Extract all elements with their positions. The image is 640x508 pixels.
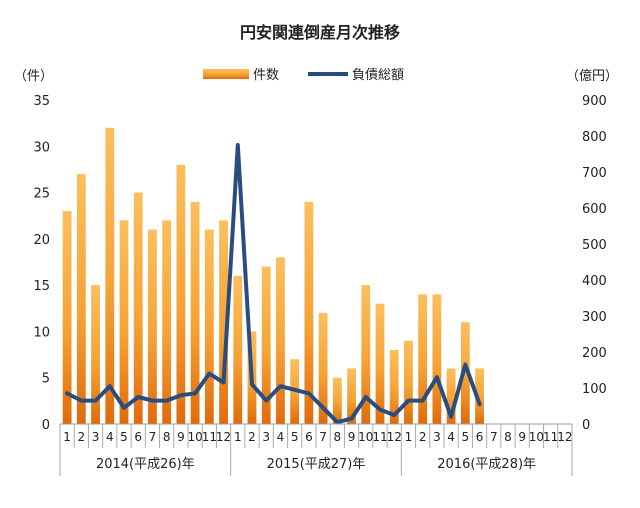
axes: 0510152025303501002003004005006007008009…	[33, 94, 607, 476]
y-right-tick-label: 900	[582, 94, 607, 109]
x-tick-label: 2	[419, 430, 427, 444]
x-tick-label: 7	[490, 430, 498, 444]
bar	[162, 220, 172, 424]
x-tick-label: 2	[78, 430, 86, 444]
y-right-tick-label: 500	[582, 238, 607, 253]
x-tick-label: 1	[405, 430, 413, 444]
legend-bar-label: 件数	[253, 68, 279, 83]
y-right-label: （億円）	[566, 68, 618, 84]
x-tick-label: 11	[202, 430, 217, 444]
bar	[460, 322, 470, 424]
x-tick-label: 2	[248, 430, 256, 444]
bar	[347, 368, 356, 424]
x-tick-label: 12	[216, 430, 231, 444]
x-tick-label: 9	[177, 430, 185, 444]
chart-title: 円安関連倒産月次推移	[240, 23, 400, 42]
bar	[276, 257, 285, 424]
x-tick-label: 10	[187, 430, 202, 444]
x-tick-label: 3	[262, 430, 270, 444]
bar	[190, 201, 200, 424]
x-tick-label: 10	[358, 430, 373, 444]
bar	[418, 294, 428, 424]
bar	[389, 349, 399, 424]
legend: 件数 負債総額	[203, 68, 404, 83]
bar	[361, 285, 371, 424]
x-tick-label: 8	[504, 430, 512, 444]
bar	[318, 312, 328, 424]
y-right-tick-label: 0	[582, 418, 590, 433]
bar	[204, 229, 214, 424]
y-left-tick-label: 15	[33, 279, 50, 294]
bar	[219, 220, 228, 424]
bar	[475, 368, 484, 424]
bar	[91, 285, 100, 424]
y-right-tick-label: 400	[582, 274, 607, 289]
legend-line-label: 負債総額	[352, 68, 404, 83]
x-tick-label: 6	[305, 430, 313, 444]
bar	[148, 229, 157, 424]
x-tick-label: 5	[462, 430, 470, 444]
bar	[404, 340, 413, 424]
year-label: 2016(平成28)年	[437, 457, 536, 472]
y-left-tick-label: 10	[33, 325, 50, 340]
y-left-tick-label: 20	[33, 233, 50, 248]
x-tick-label: 3	[92, 430, 100, 444]
x-tick-label: 3	[433, 430, 441, 444]
x-tick-label: 6	[134, 430, 142, 444]
x-tick-label: 7	[149, 430, 157, 444]
x-tick-label: 4	[447, 430, 455, 444]
x-tick-label: 9	[518, 430, 526, 444]
x-tick-label: 11	[543, 430, 558, 444]
bar	[105, 127, 115, 425]
x-tick-label: 5	[120, 430, 128, 444]
x-tick-label: 8	[334, 430, 342, 444]
y-left-tick-label: 25	[33, 187, 50, 202]
x-tick-label: 4	[106, 430, 114, 444]
debt-line	[65, 143, 482, 425]
line-series	[65, 143, 482, 425]
y-right-tick-label: 200	[582, 346, 607, 361]
x-tick-label: 8	[163, 430, 171, 444]
x-tick-label: 6	[476, 430, 484, 444]
x-tick-label: 10	[529, 430, 544, 444]
bars	[62, 127, 484, 425]
bar	[304, 201, 314, 424]
bar	[119, 220, 129, 424]
bar	[62, 211, 72, 424]
y-left-tick-label: 0	[42, 418, 50, 433]
x-tick-label: 1	[234, 430, 242, 444]
x-tick-label: 7	[319, 430, 327, 444]
year-label: 2014(平成26)年	[96, 457, 195, 472]
bar	[261, 266, 271, 424]
y-right-tick-label: 300	[582, 310, 607, 325]
year-label: 2015(平成27)年	[267, 457, 366, 472]
bar	[233, 275, 243, 424]
y-right-tick-label: 100	[582, 382, 607, 397]
bar	[375, 303, 385, 424]
x-tick-label: 12	[387, 430, 402, 444]
y-right-tick-label: 600	[582, 202, 607, 217]
bar	[176, 164, 186, 425]
x-tick-label: 1	[63, 430, 71, 444]
y-left-label: （件）	[14, 69, 53, 84]
y-right-tick-label: 800	[582, 130, 607, 145]
legend-bar-swatch	[203, 69, 249, 79]
bar	[332, 377, 342, 424]
x-tick-label: 11	[372, 430, 387, 444]
bar	[76, 174, 86, 424]
bar	[446, 368, 456, 424]
x-tick-label: 5	[291, 430, 299, 444]
y-left-tick-label: 5	[42, 372, 50, 387]
x-tick-label: 4	[277, 430, 285, 444]
bar	[432, 294, 442, 424]
x-tick-label: 12	[557, 430, 572, 444]
y-left-tick-label: 35	[33, 94, 50, 109]
y-left-tick-label: 30	[33, 140, 50, 155]
x-tick-label: 9	[348, 430, 356, 444]
y-right-tick-label: 700	[582, 166, 607, 181]
bar	[133, 192, 143, 424]
